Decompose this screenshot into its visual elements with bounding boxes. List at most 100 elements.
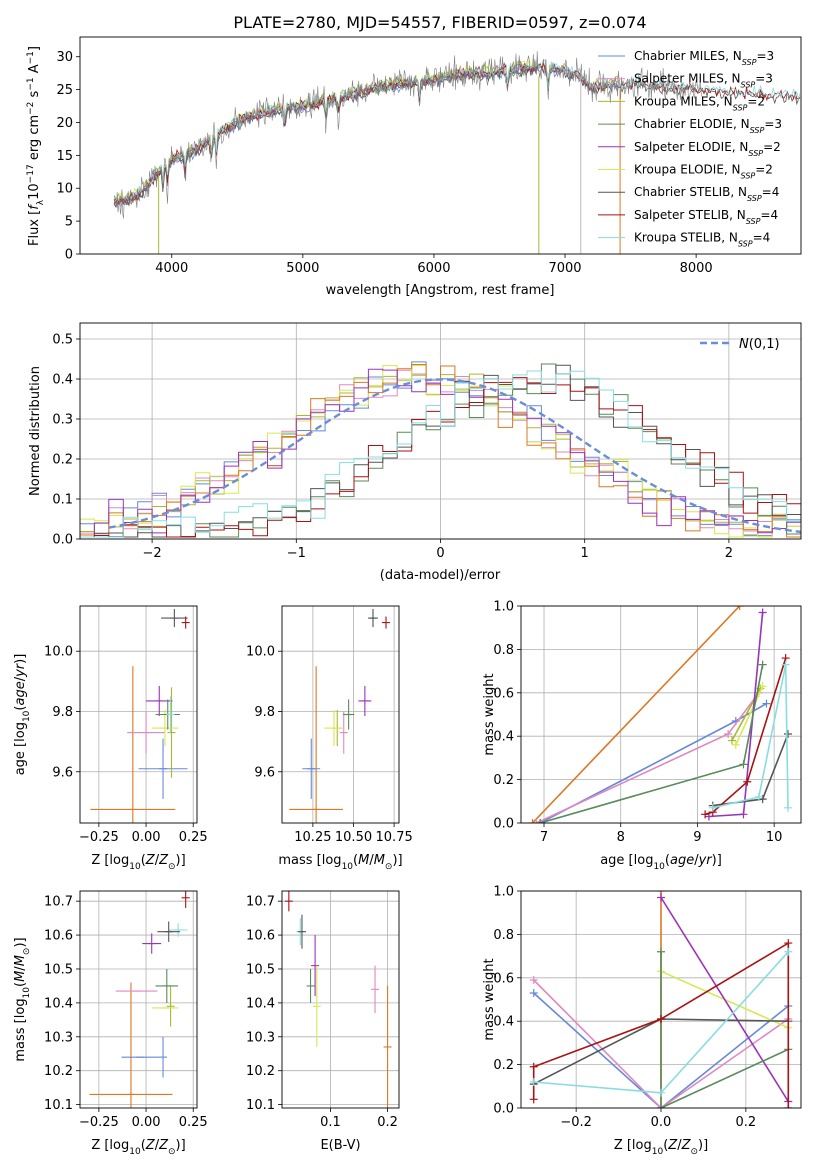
weight-line-chabrier_miles: [533, 992, 789, 1108]
y-tick-label: 0.2: [493, 773, 514, 788]
plot-area: [284, 891, 392, 1108]
x-tick-label: −1: [287, 546, 306, 561]
x-tick-label: −2: [143, 546, 162, 561]
x-axis-label: age [log10(age/yr)]: [600, 853, 722, 872]
weight-marker-chabrier_stelib: [758, 795, 767, 804]
model-spectrum-chabrier_elodie: [113, 64, 540, 205]
y-tick-label: 10.0: [44, 645, 73, 660]
weight-marker-salpeter_elodie: [739, 810, 748, 819]
weight-marker-kroupa_miles: [727, 736, 736, 745]
weight-marker-chabrier_miles: [762, 699, 771, 708]
y-axis-label: mass weight: [482, 673, 497, 755]
y-tick-label: 0.6: [493, 686, 514, 701]
plot-area: [80, 361, 801, 538]
y-tick-label: 0.5: [52, 333, 73, 348]
model-spectrum-kroupa_miles: [113, 61, 620, 205]
x-axis-label: (data-model)/error: [380, 568, 501, 583]
weight-line-salpeter_stelib: [704, 657, 787, 816]
x-tick-label: 4000: [155, 261, 188, 276]
axes-frame: [79, 890, 198, 1109]
axes-frame: [281, 605, 400, 824]
weight-marker-chabrier_elodie: [758, 660, 767, 669]
figure-title: PLATE=2780, MJD=54557, FIBERID=0597, z=0…: [233, 13, 646, 32]
y-tick-label: 10.7: [44, 895, 73, 910]
x-axis-label: Z [log10(Z/Z⊙)]: [91, 1138, 185, 1157]
plot-area: [528, 606, 792, 823]
x-tick-label: 6000: [417, 261, 450, 276]
x-tick-label: 0.1: [320, 1115, 341, 1130]
legend-entry: Salpeter STELIB, NSSP=4: [634, 208, 778, 226]
weight-marker-chabrier_miles: [529, 988, 538, 997]
y-tick-label: 1.0: [493, 885, 514, 900]
observed-spectrum: [113, 51, 703, 219]
weight-marker-kroupa_stelib: [708, 803, 717, 812]
y-axis-label: mass weight: [482, 958, 497, 1040]
x-tick-label: 8000: [680, 261, 713, 276]
y-tick-label: 10.2: [246, 1064, 275, 1079]
y-tick-label: 9.8: [52, 705, 73, 720]
weight-marker-kroupa_stelib: [783, 803, 792, 812]
y-tick-label: 10.5: [246, 962, 275, 977]
y-tick-label: 9.8: [254, 705, 275, 720]
weight-marker-kroupa_elodie: [758, 682, 767, 691]
panel-age-vs-mass: 10.25 10.50 10.75 9.6 9.8 10.0 mass [log10(M/M…: [246, 605, 413, 872]
weight-line-kroupa_stelib: [712, 664, 789, 809]
legend: Chabrier MILES, NSSP=3 Salpeter MILES, NS…: [598, 49, 782, 248]
panel-weight-vs-age: 7 8 9 10 0.0 0.2 0.4 0.6 0.8 1.0 age [log10(age/yr…: [482, 600, 802, 872]
legend-entry: Kroupa MILES, NSSP=2: [634, 94, 765, 112]
axes-frame: [520, 890, 802, 1109]
y-tick-label: 0.2: [493, 1058, 514, 1073]
y-tick-label: 0.0: [52, 533, 73, 548]
x-tick-label: 0.2: [736, 1115, 757, 1130]
plot-area: [90, 609, 190, 823]
axes-frame: [79, 322, 802, 540]
plot-area: [113, 51, 801, 254]
y-tick-label: 10.7: [246, 895, 275, 910]
axes-frame: [79, 605, 198, 824]
y-tick-label: 10.2: [44, 1064, 73, 1079]
panel-mass-vs-ebv: 0.1 0.2 10.1 10.2 10.3 10.4 10.5 10.6 10.7 E(B-V): [246, 890, 400, 1153]
weight-marker-chabrier_stelib: [783, 730, 792, 739]
weight-line-orange: [531, 606, 741, 823]
x-tick-label: 10: [766, 830, 783, 845]
y-tick-label: 0.8: [493, 928, 514, 943]
weight-marker-salpeter_miles: [529, 975, 538, 984]
x-tick-label: −0.25: [79, 830, 119, 845]
x-tick-label: 0.00: [132, 1115, 161, 1130]
x-tick-label: 0.2: [377, 1115, 398, 1130]
y-tick-label: 10.1: [44, 1098, 73, 1113]
weight-marker-kroupa_elodie: [731, 740, 740, 749]
weight-marker-kroupa_stelib: [784, 947, 793, 956]
weight-marker-salpeter_stelib: [529, 1062, 538, 1071]
weight-marker-orange: [528, 819, 537, 823]
x-tick-label: 0.0: [651, 1115, 672, 1130]
weight-marker-salpeter_miles: [532, 819, 541, 823]
legend-entry: Kroupa ELODIE, NSSP=2: [634, 163, 773, 181]
legend-entry: Salpeter MILES, NSSP=3: [634, 72, 773, 90]
x-axis-label: wavelength [Angstrom, rest frame]: [326, 283, 555, 298]
panel-weight-vs-z: −0.2 0.0 0.2 0.0 0.2 0.4 0.6 0.8 1.0 Z [log10(Z/Z…: [482, 885, 802, 1157]
y-tick-label: 0: [65, 248, 73, 263]
y-tick-label: 0.1: [52, 493, 73, 508]
legend-entry: Chabrier ELODIE, NSSP=3: [634, 117, 782, 135]
normal-curve: [108, 378, 801, 534]
weight-line-salpeter_elodie: [708, 612, 764, 818]
y-tick-label: 20: [56, 116, 73, 131]
y-tick-label: 10.0: [246, 645, 275, 660]
y-tick-label: 0.4: [493, 730, 514, 745]
histogram-chabrier_elodie: [80, 363, 801, 538]
plot-area: [89, 891, 190, 1108]
weight-marker-salpeter_stelib: [529, 1095, 538, 1104]
weight-marker-chabrier_elodie: [657, 1104, 665, 1108]
weight-line-chabrier_elodie: [539, 664, 764, 823]
y-tick-label: 15: [56, 149, 73, 164]
histogram-kroupa_stelib: [80, 370, 801, 538]
legend-entry: N(0,1): [739, 337, 780, 352]
x-axis-label: Z [log10(Z/Z⊙)]: [91, 853, 185, 872]
y-tick-label: 0.4: [493, 1015, 514, 1030]
weight-marker-kroupa_stelib: [657, 1088, 665, 1097]
legend-entry: Kroupa STELIB, NSSP=4: [634, 231, 770, 249]
x-tick-label: −0.2: [560, 1115, 592, 1130]
y-tick-label: 10.6: [44, 929, 73, 944]
